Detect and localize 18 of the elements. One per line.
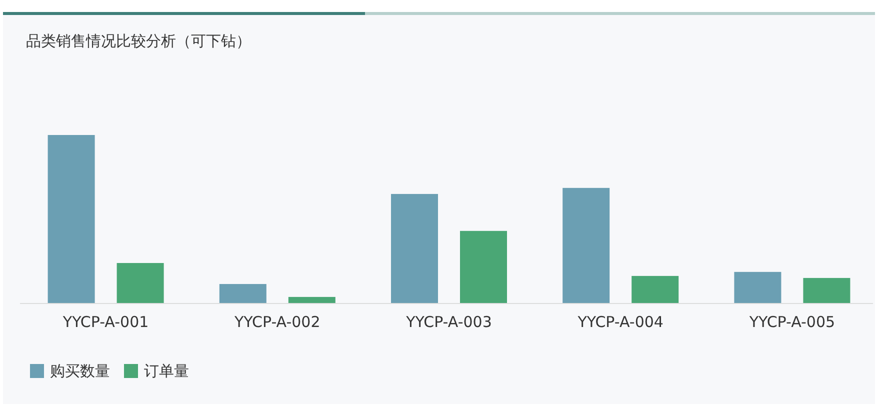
bar bbox=[116, 263, 164, 303]
x-tick-label: YYCP-A-002 bbox=[234, 313, 320, 331]
x-tick-label: YYCP-A-004 bbox=[576, 313, 664, 331]
bar bbox=[219, 284, 266, 303]
chart-title: 品类销售情况比较分析（可下钻） bbox=[26, 32, 251, 50]
bar bbox=[460, 230, 507, 303]
bar bbox=[48, 135, 95, 303]
legend-label: 购买数量 bbox=[50, 362, 110, 380]
legend-label: 订单量 bbox=[144, 362, 189, 380]
bar bbox=[803, 278, 850, 303]
x-tick-label: YYCP-A-005 bbox=[748, 313, 836, 331]
bar bbox=[288, 296, 336, 303]
x-tick-label: YYCP-A-003 bbox=[405, 313, 492, 331]
bar bbox=[632, 276, 679, 303]
bar bbox=[734, 272, 782, 303]
bar bbox=[391, 194, 438, 303]
bar bbox=[562, 188, 610, 303]
x-tick-label: YYCP-A-001 bbox=[62, 313, 149, 331]
